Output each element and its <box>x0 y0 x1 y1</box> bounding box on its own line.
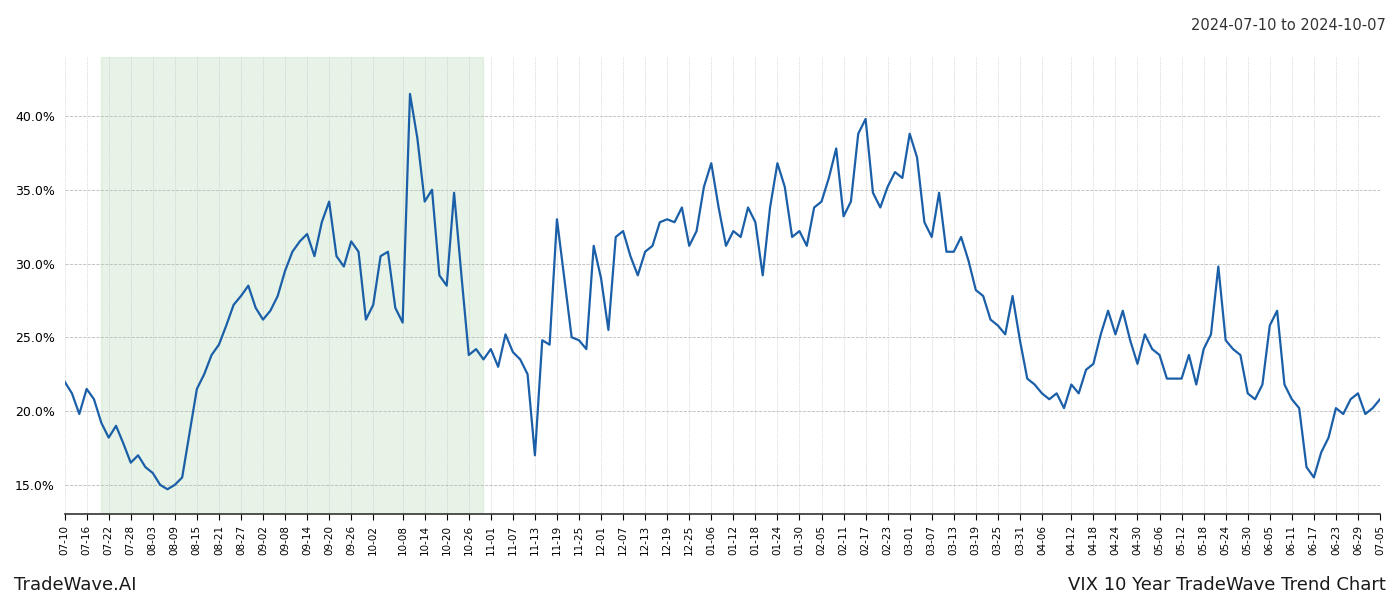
Text: TradeWave.AI: TradeWave.AI <box>14 576 137 594</box>
Text: VIX 10 Year TradeWave Trend Chart: VIX 10 Year TradeWave Trend Chart <box>1068 576 1386 594</box>
Bar <box>101 57 483 514</box>
Text: 2024-07-10 to 2024-10-07: 2024-07-10 to 2024-10-07 <box>1191 18 1386 33</box>
